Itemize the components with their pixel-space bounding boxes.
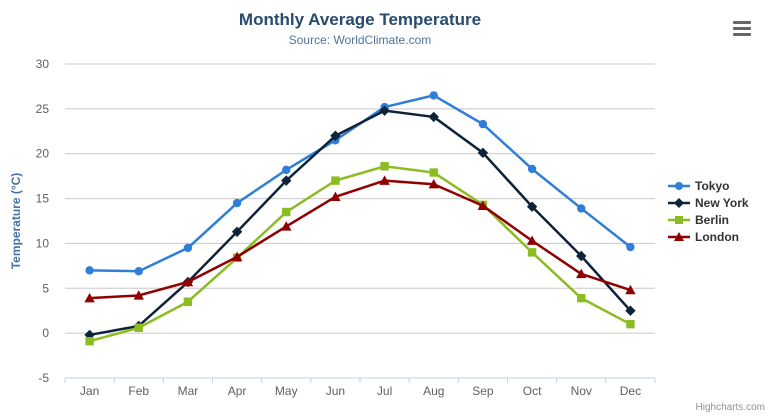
data-point-tokyo[interactable]: [85, 266, 94, 275]
legend-label-new-york: New York: [695, 195, 749, 210]
data-point-new-york[interactable]: [379, 105, 390, 116]
data-point-london[interactable]: [330, 191, 341, 201]
data-point-new-york[interactable]: [330, 130, 341, 141]
data-point-london[interactable]: [625, 284, 636, 295]
x-axis-label: Mar: [178, 384, 199, 398]
y-axis-label: 0: [42, 326, 49, 340]
legend-label-berlin: Berlin: [695, 212, 730, 227]
legend-item-new-york[interactable]: New York: [668, 194, 749, 211]
y-axis-label: 30: [36, 57, 50, 71]
data-point-berlin[interactable]: [134, 323, 143, 332]
series-line-tokyo: [88, 94, 632, 273]
y-axis-label: 10: [36, 236, 50, 250]
data-point-new-york[interactable]: [526, 201, 538, 212]
data-point-london[interactable]: [231, 251, 243, 262]
series-line-new-york: [88, 109, 632, 337]
data-point-tokyo[interactable]: [478, 119, 488, 129]
x-axis-label: Aug: [423, 384, 444, 398]
y-axis-label: 25: [36, 102, 50, 116]
data-point-new-york[interactable]: [576, 250, 587, 262]
x-axis-label: Jul: [377, 384, 392, 398]
data-point-tokyo[interactable]: [626, 242, 635, 252]
data-point-london[interactable]: [526, 235, 538, 245]
highcharts-credit-link[interactable]: Highcharts.com: [695, 402, 765, 413]
x-axis-label: Jun: [326, 384, 345, 398]
legend-symbol-tokyo: [668, 181, 690, 190]
data-point-berlin[interactable]: [380, 162, 389, 171]
data-point-berlin[interactable]: [85, 337, 94, 346]
data-point-new-york[interactable]: [428, 111, 439, 123]
series-line-london: [88, 179, 632, 300]
legend-label-london: London: [695, 229, 739, 244]
data-point-london[interactable]: [379, 175, 390, 185]
data-point-berlin[interactable]: [331, 176, 340, 185]
data-point-tokyo[interactable]: [134, 267, 143, 276]
data-point-new-york[interactable]: [477, 147, 489, 159]
x-axis-label: Sep: [472, 384, 494, 398]
x-axis-label: Jan: [80, 384, 99, 398]
data-point-berlin[interactable]: [577, 293, 586, 303]
data-point-tokyo[interactable]: [527, 164, 537, 174]
legend-symbol-new-york: [668, 197, 690, 208]
y-axis-label: 20: [36, 147, 50, 161]
legend-label-tokyo: Tokyo: [695, 178, 730, 193]
legend: Tokyo New York Berlin London: [668, 177, 749, 245]
legend-symbol-berlin: [668, 215, 690, 224]
x-axis-label: Apr: [228, 384, 247, 398]
y-axis-label: 15: [36, 192, 50, 206]
data-point-london[interactable]: [84, 292, 95, 303]
hamburger-icon: [733, 21, 751, 24]
legend-item-tokyo[interactable]: Tokyo: [668, 177, 749, 194]
x-axis-label: Feb: [128, 384, 149, 398]
data-point-tokyo[interactable]: [577, 204, 586, 213]
data-point-london[interactable]: [477, 200, 489, 210]
data-point-london[interactable]: [182, 276, 194, 287]
data-point-london[interactable]: [281, 221, 292, 231]
export-menu-button[interactable]: [731, 18, 753, 39]
data-point-berlin[interactable]: [429, 168, 438, 177]
hamburger-icon: [733, 27, 751, 30]
chart-title: Monthly Average Temperature: [238, 10, 482, 29]
x-axis-label: May: [275, 384, 298, 398]
legend-item-london[interactable]: London: [668, 228, 749, 245]
data-point-tokyo[interactable]: [183, 243, 193, 253]
chart-subtitle: Source: WorldClimate.com: [288, 33, 432, 47]
legend-item-berlin[interactable]: Berlin: [668, 211, 749, 228]
data-point-tokyo[interactable]: [232, 198, 242, 208]
y-axis-label: 5: [42, 281, 49, 295]
data-point-new-york[interactable]: [625, 305, 636, 316]
legend-symbol-london: [668, 231, 690, 241]
data-point-tokyo[interactable]: [282, 165, 291, 175]
y-axis-title: Temperature (°C): [9, 173, 23, 270]
x-axis-label: Oct: [523, 384, 542, 398]
x-axis-label: Dec: [620, 384, 641, 398]
data-point-new-york[interactable]: [281, 175, 292, 186]
data-point-berlin[interactable]: [626, 319, 635, 329]
data-point-berlin[interactable]: [183, 297, 193, 306]
y-axis-label: -5: [38, 371, 49, 385]
data-point-berlin[interactable]: [282, 207, 291, 217]
data-point-london[interactable]: [133, 290, 144, 300]
hamburger-icon: [733, 33, 751, 36]
x-axis-label: Nov: [571, 384, 592, 398]
data-point-tokyo[interactable]: [429, 91, 438, 100]
data-point-berlin[interactable]: [527, 248, 537, 257]
series-line-berlin: [88, 165, 632, 343]
data-point-london[interactable]: [576, 268, 587, 279]
data-point-london[interactable]: [428, 179, 439, 189]
data-point-new-york[interactable]: [231, 226, 243, 237]
